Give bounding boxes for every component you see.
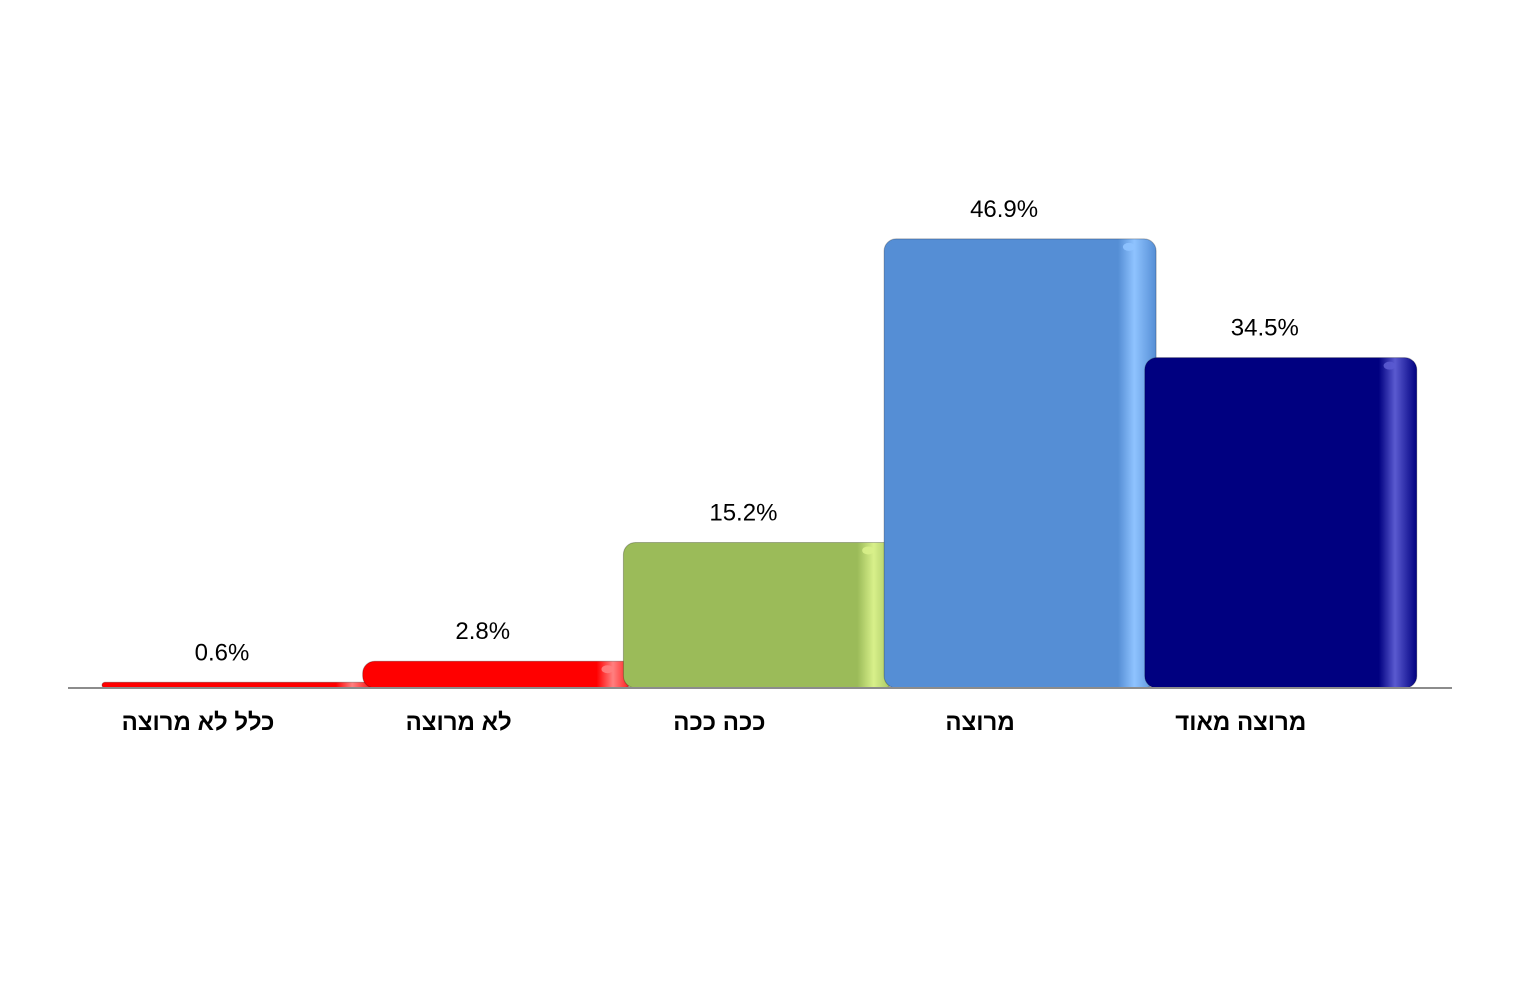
bar-2 [362, 660, 636, 689]
data-label-5: 34.5% [1231, 315, 1299, 342]
bar-3 [622, 541, 896, 689]
bar-highlight-4 [1122, 242, 1135, 251]
category-label-2: לא מרוצה [406, 709, 512, 736]
category-label-4: מרוצה [945, 709, 1014, 736]
bar-4 [883, 238, 1157, 689]
bar-highlight-3 [862, 546, 875, 555]
data-label-3: 15.2% [709, 499, 777, 526]
category-label-1: כלל לא מרוצה [122, 709, 275, 736]
category-label-3: ככה ככה [673, 709, 765, 736]
bar-highlight-5 [1383, 361, 1396, 370]
data-label-1: 0.6% [195, 639, 250, 666]
bars-layer [101, 238, 1418, 689]
labels-layer: 0.6% כלל לא מרוצה 2.8% לא מרוצה 15.2% ככה ככה… [122, 196, 1307, 736]
category-label-5: מרוצה מאוד [1175, 709, 1306, 736]
data-label-4: 46.9% [970, 196, 1038, 223]
data-label-2: 2.8% [455, 618, 510, 645]
bar-5 [1144, 357, 1418, 689]
bar-highlight-2 [601, 665, 614, 674]
